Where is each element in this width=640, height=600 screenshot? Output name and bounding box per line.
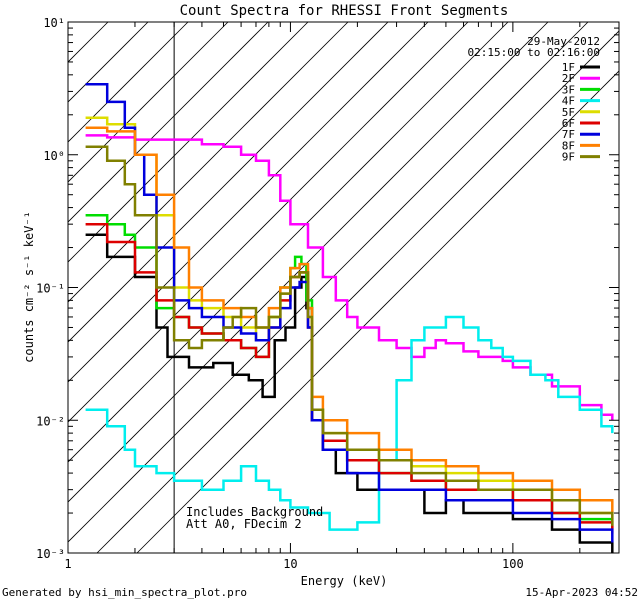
hatch-line: [68, 22, 229, 183]
series-3F-line: [85, 214, 614, 530]
hatch-line: [68, 22, 389, 343]
date-label: 29-May-2012: [527, 35, 600, 48]
series-6F-line: [85, 222, 614, 534]
hatch-line: [68, 22, 589, 543]
x-tick-label: 10: [283, 557, 297, 571]
legend-label-8F: 8F: [562, 139, 575, 152]
legend-label-6F: 6F: [562, 117, 575, 130]
axis-ticks: [67, 21, 620, 554]
hatch-line: [68, 22, 509, 463]
hatch-line: [68, 22, 349, 303]
x-tick-label: 100: [502, 557, 524, 571]
series-layer: [85, 82, 614, 553]
series-4F-line: [85, 315, 614, 531]
y-tick-labels: 10¹ 10⁰ 10⁻¹ 10⁻² 10⁻³: [36, 16, 65, 561]
series-2F-line: [85, 134, 614, 421]
legend-label-1F: 1F: [562, 61, 575, 74]
chart-title: Count Spectra for RHESSI Front Segments: [180, 3, 509, 19]
hatch-line: [68, 22, 189, 143]
legend-label-5F: 5F: [562, 106, 575, 119]
x-tick-label: 1: [64, 557, 71, 571]
hatch-line: [68, 22, 269, 223]
legend-label-3F: 3F: [562, 83, 575, 96]
series-9F-line: [85, 145, 614, 526]
note-background: Includes Background: [186, 505, 323, 519]
note-attenuator: Att A0, FDecim 2: [186, 517, 302, 531]
series-1F-line: [85, 233, 614, 553]
y-tick-label: 10⁻²: [36, 414, 65, 428]
y-axis-label: counts cm⁻² s⁻¹ keV⁻¹: [22, 211, 36, 363]
x-axis-label: Energy (keV): [301, 574, 388, 588]
series-8F-line: [85, 126, 614, 513]
y-tick-label: 10⁻³: [36, 547, 65, 561]
y-tick-label: 10⁰: [43, 149, 65, 163]
y-tick-label: 10¹: [43, 16, 65, 30]
hatch-line: [136, 70, 619, 553]
hatched-region: [68, 22, 619, 553]
y-tick-label: 10⁻¹: [36, 282, 65, 296]
legend-label-2F: 2F: [562, 72, 575, 85]
legend-label-9F: 9F: [562, 151, 575, 164]
time-range-label: 02:15:00 to 02:16:00: [468, 46, 600, 59]
hatch-line: [96, 30, 619, 553]
legend-label-4F: 4F: [562, 95, 575, 108]
hatch-line: [68, 22, 309, 263]
footer-timestamp: 15-Apr-2023 04:52: [525, 586, 638, 599]
series-5F-line: [85, 116, 614, 520]
x-tick-labels: 1 10 100: [64, 557, 523, 571]
legend-label-7F: 7F: [562, 128, 575, 141]
footer-generator: Generated by hsi_min_spectra_plot.pro: [2, 586, 247, 599]
